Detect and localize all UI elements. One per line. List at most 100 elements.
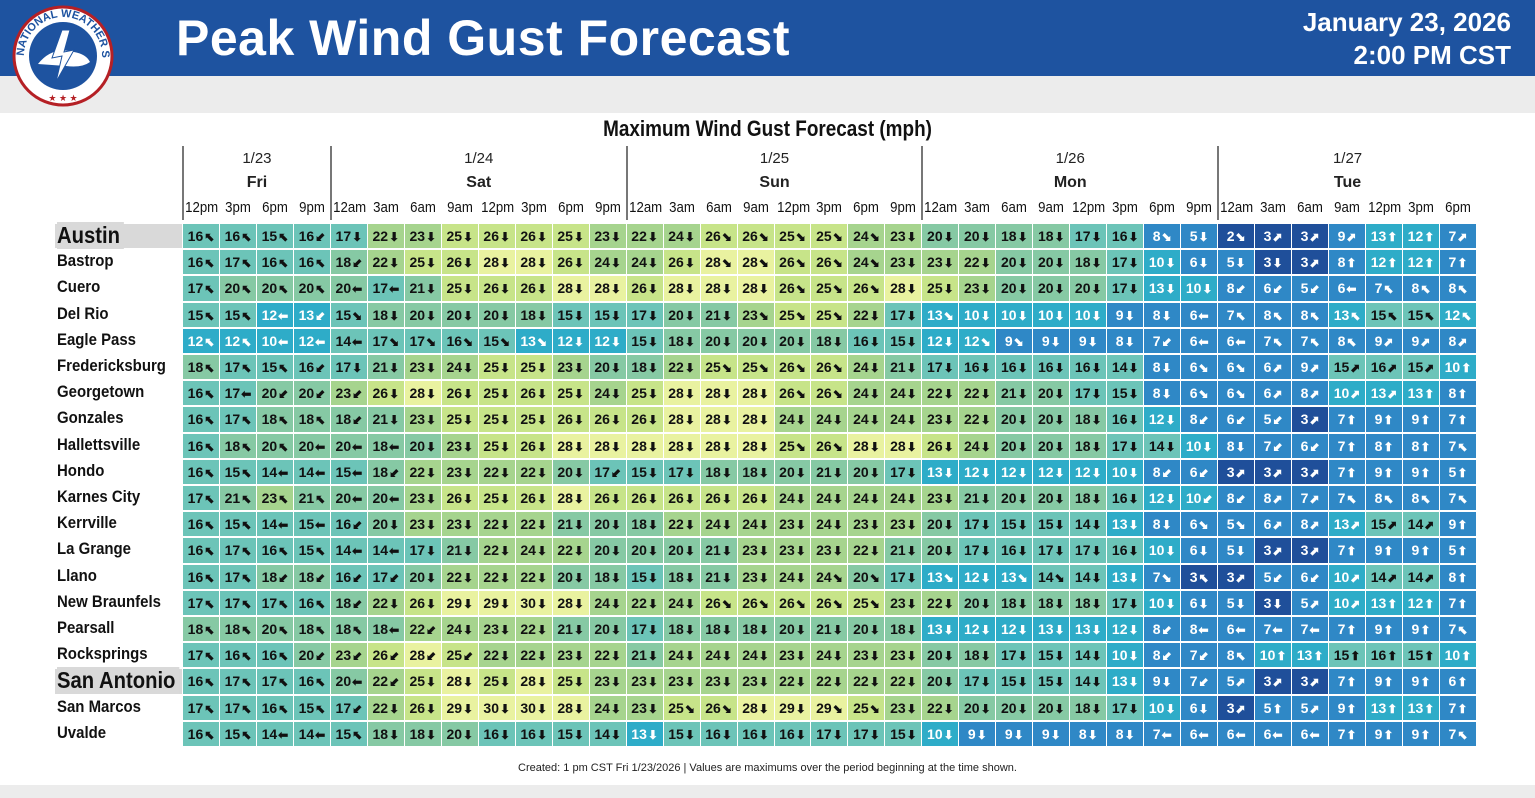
gust-cell: 20⬇	[589, 355, 626, 380]
gust-cell: 13⬇	[1033, 617, 1070, 642]
gust-value: 23	[890, 254, 906, 271]
gust-value: 5	[1300, 699, 1309, 716]
wind-direction-icon: ⬆	[1383, 439, 1394, 454]
day-date: 1/23	[242, 150, 272, 167]
gust-value: 17	[187, 699, 204, 716]
gust-cell: 17⬅	[367, 276, 404, 301]
gust-cell: 20⬇	[404, 433, 441, 458]
gust-value: 10	[1111, 463, 1128, 480]
gust-cell: 25⬇	[552, 224, 589, 249]
gust-cell: 13⬋	[293, 302, 330, 327]
gust-cell: 17⬉	[219, 407, 256, 432]
gust-cell: 20⬇	[552, 564, 589, 589]
gust-value: 8	[1411, 280, 1420, 297]
gust-cell: 26⬇	[663, 250, 700, 275]
wind-direction-icon: ⬇	[832, 334, 843, 349]
gust-cell: 10⬈	[1329, 381, 1366, 406]
gust-value: 15	[1407, 306, 1424, 323]
gust-cell: 8⬈	[1292, 381, 1329, 406]
gust-value: 20	[779, 332, 795, 349]
wind-direction-icon: ⬇	[610, 701, 621, 716]
gust-value: 12	[187, 332, 204, 349]
wind-direction-icon: ⬆	[1457, 675, 1468, 690]
wind-direction-icon: ⬈	[1350, 596, 1361, 611]
wind-direction-icon: ⬇	[943, 492, 954, 506]
wind-direction-icon: ⬇	[1165, 492, 1176, 506]
gust-value: 16	[298, 673, 315, 690]
wind-direction-icon: ⬆	[1457, 544, 1468, 559]
wind-direction-icon: ⬆	[1346, 727, 1357, 742]
wind-direction-icon: ⬇	[980, 623, 991, 637]
gust-value: 3	[1263, 673, 1272, 690]
hour-label: 3am	[668, 199, 695, 216]
wind-direction-icon: ⬅	[278, 334, 289, 349]
wind-direction-icon: ⬅	[315, 334, 326, 349]
wind-direction-icon: ⬇	[536, 570, 548, 585]
gust-value: 21	[964, 490, 980, 506]
wind-direction-icon: ⬈	[1309, 596, 1320, 611]
gust-value: 20	[298, 647, 315, 664]
gust-value: 26	[705, 490, 721, 506]
gust-value: 18	[890, 621, 906, 637]
gust-cell: 16⬉	[183, 407, 219, 432]
wind-direction-icon: ⬉	[204, 439, 215, 454]
wind-direction-icon: ⬇	[684, 675, 695, 690]
wind-direction-icon: ⬇	[1091, 230, 1102, 244]
gust-value: 8	[1152, 385, 1161, 402]
wind-direction-icon: ⬊	[1161, 570, 1172, 585]
gust-value: 22	[372, 594, 389, 611]
wind-direction-icon: ⬇	[463, 387, 474, 402]
wind-direction-icon: ⬉	[1346, 334, 1357, 349]
gust-value: 17	[890, 568, 906, 585]
wind-direction-icon: ⬆	[1424, 596, 1435, 611]
gust-value: 20	[446, 725, 463, 742]
wind-direction-icon: ⬇	[1091, 596, 1102, 611]
wind-direction-icon: ⬇	[426, 256, 437, 271]
wind-direction-icon: ⬇	[869, 492, 880, 506]
wind-direction-icon: ⬉	[278, 413, 289, 428]
gust-cell: 21⬇	[959, 486, 996, 511]
wind-direction-icon: ⬊	[832, 596, 843, 611]
gust-value: 20	[1037, 254, 1054, 271]
gust-cell: 8⬆	[1439, 564, 1476, 589]
wind-direction-icon: ⬊	[832, 256, 843, 271]
gust-value: 15	[483, 332, 499, 349]
hour-label: 3am	[964, 199, 991, 216]
gust-value: 18	[372, 463, 389, 480]
wind-direction-icon: ⬋	[1161, 649, 1172, 664]
wind-direction-icon: ⬈	[1309, 492, 1320, 506]
gust-value: 23	[927, 411, 943, 428]
gust-value: 26	[779, 280, 795, 297]
wind-direction-icon: ⬇	[943, 334, 954, 349]
hour-label: 12pm	[776, 199, 810, 216]
wind-direction-icon: ⬈	[1309, 361, 1320, 375]
wind-direction-icon: ⬉	[278, 361, 289, 375]
wind-direction-icon: ⬈	[1309, 256, 1320, 271]
wind-direction-icon: ⬋	[315, 570, 326, 585]
wind-direction-icon: ⬇	[943, 544, 954, 559]
gust-cell: 22⬇	[367, 590, 404, 615]
gust-cell: 22⬇	[478, 512, 515, 537]
gust-value: 17	[964, 673, 980, 690]
gust-cell: 23⬇	[848, 512, 885, 537]
gust-value: 23	[335, 385, 352, 402]
wind-direction-icon: ⬇	[943, 387, 954, 402]
wind-direction-icon: ⬇	[463, 570, 474, 585]
wind-direction-icon: ⬇	[1235, 544, 1246, 559]
wind-direction-icon: ⬉	[241, 465, 252, 480]
wind-direction-icon: ⬈	[1309, 701, 1320, 716]
gust-cell: 24⬇	[885, 381, 922, 406]
gust-cell: 17⬇	[1070, 538, 1107, 563]
gust-value: 15	[187, 306, 204, 323]
gust-value: 20	[594, 359, 610, 375]
svg-text:★ ★ ★: ★ ★ ★	[48, 93, 77, 103]
wind-direction-icon: ⬊	[1235, 518, 1246, 533]
wind-direction-icon: ⬆	[1457, 518, 1468, 533]
gust-value: 12	[964, 621, 980, 637]
gust-cell: 15⬇	[1033, 643, 1070, 668]
gust-cell: 28⬇	[700, 433, 737, 458]
gust-value: 16	[483, 725, 499, 742]
gust-value: 17	[224, 254, 241, 271]
wind-direction-icon: ⬇	[832, 492, 843, 506]
gust-value: 21	[705, 542, 721, 559]
